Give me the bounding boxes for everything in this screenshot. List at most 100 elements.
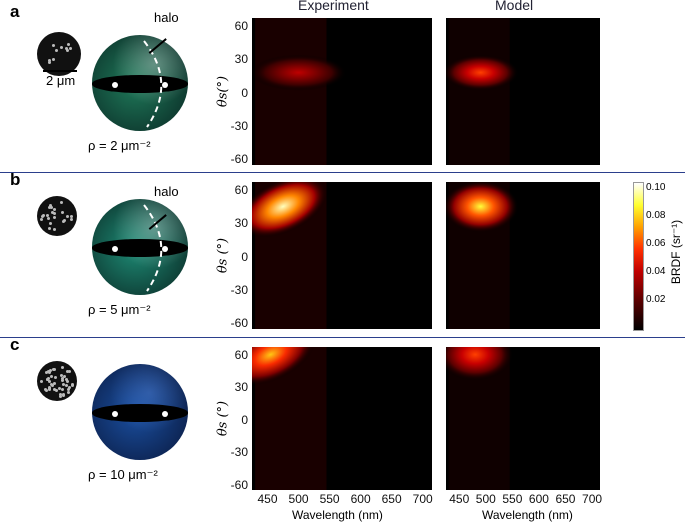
particle-dot bbox=[50, 211, 54, 215]
heatmap-peak bbox=[446, 182, 519, 233]
x-tick-label: 500 bbox=[288, 492, 309, 506]
detector-dot bbox=[112, 410, 118, 417]
particle-dot bbox=[44, 370, 48, 374]
x-tick-label: 500 bbox=[475, 492, 496, 506]
x-axis-label-experiment: Wavelength (nm) bbox=[292, 508, 383, 522]
x-tick-label: 650 bbox=[381, 492, 402, 506]
particle-dot bbox=[54, 388, 58, 392]
scale-bar-label: 2 μm bbox=[46, 73, 76, 88]
heatmap-background-band bbox=[448, 18, 510, 165]
particle-dot bbox=[65, 46, 69, 50]
particle-dot bbox=[48, 58, 52, 62]
x-tick-label: 600 bbox=[350, 492, 371, 506]
particle-dot bbox=[43, 388, 47, 392]
particle-dot bbox=[61, 379, 65, 383]
heatmap-a-model bbox=[446, 18, 600, 165]
particle-dot bbox=[60, 373, 64, 377]
colorbar-tick-label: 0.06 bbox=[646, 238, 666, 249]
colorbar-tick-label: 0.04 bbox=[646, 266, 666, 277]
particle-dot bbox=[51, 368, 55, 372]
particle-dot bbox=[47, 385, 51, 389]
particle-dot bbox=[48, 369, 52, 373]
x-axis-label-model: Wavelength (nm) bbox=[482, 508, 573, 522]
sphere-illustration bbox=[92, 199, 188, 295]
particle-dot bbox=[47, 380, 51, 384]
particle-dot bbox=[71, 383, 75, 387]
panel-label: a bbox=[10, 2, 20, 21]
y-tick-label: 60 bbox=[234, 18, 248, 33]
particle-dot bbox=[58, 393, 62, 397]
particle-dot bbox=[68, 386, 72, 390]
particle-dot bbox=[55, 49, 59, 53]
particle-dot bbox=[40, 379, 44, 383]
y-tick-label: 0 bbox=[241, 412, 248, 427]
y-tick-label: 60 bbox=[234, 347, 248, 362]
particle-dot bbox=[50, 205, 54, 209]
particle-dot bbox=[53, 381, 57, 385]
sample-micrograph bbox=[37, 196, 77, 236]
column-title-model: Model bbox=[495, 0, 534, 13]
heatmap-b-model bbox=[446, 182, 600, 329]
particle-dot bbox=[53, 228, 57, 232]
particle-dot bbox=[40, 217, 44, 221]
panel-separator bbox=[0, 172, 685, 173]
particle-dot bbox=[51, 44, 55, 48]
y-tick-label: 30 bbox=[234, 216, 248, 231]
colorbar bbox=[633, 182, 644, 331]
particle-dot bbox=[57, 386, 61, 390]
panel-separator bbox=[0, 337, 685, 338]
particle-dot bbox=[47, 205, 51, 209]
particle-dot bbox=[47, 370, 51, 374]
particle-dot bbox=[54, 375, 58, 379]
panel-label: c bbox=[10, 335, 20, 354]
colorbar-tick-label: 0.10 bbox=[646, 182, 666, 193]
particle-dot bbox=[62, 375, 66, 379]
particle-dot bbox=[48, 227, 52, 231]
density-label: ρ = 10 μm⁻² bbox=[88, 467, 158, 482]
particle-dot bbox=[46, 214, 50, 218]
detector-dot bbox=[112, 81, 118, 88]
detector-dot bbox=[162, 245, 168, 252]
x-tick-label: 550 bbox=[319, 492, 340, 506]
black-band bbox=[92, 239, 188, 257]
halo-dashed-arc bbox=[143, 204, 163, 292]
particle-dot bbox=[67, 370, 71, 374]
y-tick-label: 30 bbox=[234, 380, 248, 395]
halo-label: halo bbox=[154, 184, 179, 199]
x-tick-label: 550 bbox=[502, 492, 523, 506]
y-tick-label: 30 bbox=[234, 52, 248, 67]
particle-dot bbox=[53, 216, 57, 220]
black-band bbox=[92, 75, 188, 93]
particle-dot bbox=[66, 48, 70, 52]
x-tick-label: 650 bbox=[555, 492, 576, 506]
particle-dot bbox=[45, 377, 49, 381]
particle-dot bbox=[59, 394, 63, 398]
particle-dot bbox=[61, 383, 65, 387]
particle-dot bbox=[49, 203, 53, 207]
heatmap-peak bbox=[446, 347, 514, 381]
detector-dot bbox=[112, 245, 118, 252]
particle-dot bbox=[62, 392, 66, 396]
particle-dot bbox=[60, 376, 64, 380]
heatmap-peak bbox=[252, 347, 316, 386]
particle-dot bbox=[52, 208, 56, 212]
black-band bbox=[92, 404, 188, 422]
particle-dot bbox=[61, 365, 65, 369]
particle-dot bbox=[48, 222, 52, 226]
x-tick-label: 700 bbox=[582, 492, 603, 506]
x-tick-label: 450 bbox=[257, 492, 278, 506]
heatmap-c-model bbox=[446, 347, 600, 490]
panel-label: b bbox=[10, 170, 21, 189]
y-tick-label: -30 bbox=[230, 119, 248, 134]
colorbar-tick-label: 0.08 bbox=[646, 210, 666, 221]
particle-dot bbox=[66, 388, 70, 392]
halo-dashed-arc bbox=[143, 40, 163, 128]
y-tick-label: -30 bbox=[230, 445, 248, 460]
particle-dot bbox=[42, 213, 46, 217]
x-tick-label: 700 bbox=[412, 492, 433, 506]
detector-dot bbox=[162, 81, 168, 88]
particle-dot bbox=[69, 215, 73, 219]
heatmap-background-band bbox=[255, 18, 327, 165]
sample-micrograph bbox=[37, 32, 81, 76]
y-tick-label: -30 bbox=[230, 283, 248, 298]
